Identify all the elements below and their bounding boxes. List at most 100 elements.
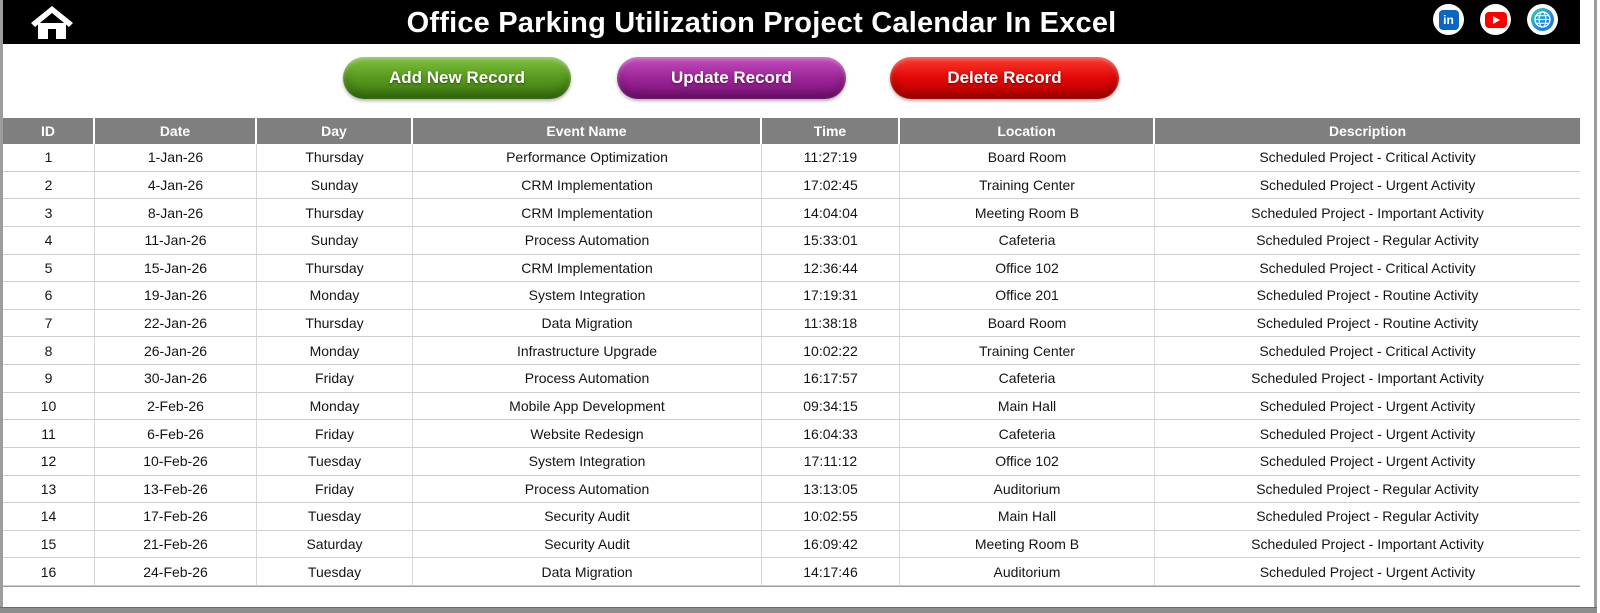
cell-location: Auditorium bbox=[900, 475, 1155, 503]
cell-day: Monday bbox=[257, 337, 413, 364]
cell-description: Scheduled Project - Critical Activity bbox=[1259, 149, 1476, 166]
add-new-record-button[interactable]: Add New Record bbox=[343, 57, 571, 99]
home-icon[interactable] bbox=[30, 5, 74, 40]
table-row[interactable]: 3 8-Jan-26 Thursday CRM Implementation 1… bbox=[3, 199, 1580, 227]
window-border-right bbox=[1594, 0, 1597, 608]
cell-event-name: CRM Implementation bbox=[413, 199, 762, 226]
window-border-left bbox=[0, 0, 3, 608]
cell-description: Scheduled Project - Urgent Activity bbox=[1259, 453, 1476, 470]
cell-id: 12 bbox=[3, 447, 95, 475]
cell-description: Scheduled Project - Urgent Activity bbox=[1259, 425, 1476, 442]
cell-time: 14:04:04 bbox=[762, 199, 900, 226]
cell-event-name: Data Migration bbox=[413, 309, 762, 337]
cell-event-name: Website Redesign bbox=[413, 420, 762, 447]
cell-location: Cafeteria bbox=[900, 226, 1155, 254]
cell-time: 10:02:55 bbox=[762, 503, 900, 530]
cell-time: 17:02:45 bbox=[762, 171, 900, 199]
table-row[interactable]: 1 1-Jan-26 Thursday Performance Optimiza… bbox=[3, 144, 1580, 172]
cell-location: Office 102 bbox=[900, 447, 1155, 475]
cell-event-name: Data Migration bbox=[413, 558, 762, 585]
cell-date: 17-Feb-26 bbox=[95, 503, 257, 530]
column-header-id: ID bbox=[3, 118, 95, 144]
cell-date: 1-Jan-26 bbox=[95, 144, 257, 171]
linkedin-in-glyph: in bbox=[1438, 9, 1459, 30]
cell-day: Tuesday bbox=[257, 447, 413, 475]
cell-description: Scheduled Project - Important Activity bbox=[1251, 536, 1484, 553]
cell-description: Scheduled Project - Regular Activity bbox=[1256, 480, 1479, 497]
cell-id: 5 bbox=[3, 254, 95, 282]
cell-location: Board Room bbox=[900, 144, 1155, 171]
cell-location: Office 102 bbox=[900, 254, 1155, 282]
cell-date: 22-Jan-26 bbox=[95, 309, 257, 337]
empty-spreadsheet-row[interactable] bbox=[3, 586, 1580, 607]
records-table: ID Date Day Event Name Time Location Des… bbox=[3, 118, 1580, 586]
globe-glyph bbox=[1531, 8, 1554, 31]
globe-icon[interactable] bbox=[1527, 4, 1558, 35]
cell-location: Training Center bbox=[900, 337, 1155, 364]
cell-date: 4-Jan-26 bbox=[95, 171, 257, 199]
cell-time: 14:17:46 bbox=[762, 558, 900, 585]
table-row[interactable]: 7 22-Jan-26 Thursday Data Migration 11:3… bbox=[3, 309, 1580, 338]
table-row[interactable]: 13 13-Feb-26 Friday Process Automation 1… bbox=[3, 475, 1580, 504]
table-row[interactable]: 11 6-Feb-26 Friday Website Redesign 16:0… bbox=[3, 420, 1580, 448]
cell-id: 2 bbox=[3, 171, 95, 199]
update-record-button[interactable]: Update Record bbox=[617, 57, 846, 99]
column-header-time: Time bbox=[762, 118, 900, 144]
cell-description: Scheduled Project - Routine Activity bbox=[1256, 315, 1479, 332]
cell-id: 16 bbox=[3, 558, 95, 585]
cell-day: Tuesday bbox=[257, 558, 413, 585]
table-body: 1 1-Jan-26 Thursday Performance Optimiza… bbox=[3, 144, 1580, 586]
cell-description: Scheduled Project - Urgent Activity bbox=[1259, 397, 1476, 414]
cell-description: Scheduled Project - Regular Activity bbox=[1256, 508, 1479, 525]
cell-id: 11 bbox=[3, 420, 95, 447]
table-header-row: ID Date Day Event Name Time Location Des… bbox=[3, 118, 1580, 144]
cell-location: Meeting Room B bbox=[900, 530, 1155, 558]
table-row[interactable]: 5 15-Jan-26 Thursday CRM Implementation … bbox=[3, 254, 1580, 283]
table-row[interactable]: 6 19-Jan-26 Monday System Integration 17… bbox=[3, 282, 1580, 310]
table-row[interactable]: 16 24-Feb-26 Tuesday Data Migration 14:1… bbox=[3, 558, 1580, 586]
cell-event-name: Process Automation bbox=[413, 475, 762, 503]
delete-record-button[interactable]: Delete Record bbox=[890, 57, 1119, 99]
title-bar: Office Parking Utilization Project Calen… bbox=[3, 0, 1580, 44]
cell-date: 2-Feb-26 bbox=[95, 392, 257, 420]
cell-date: 13-Feb-26 bbox=[95, 475, 257, 503]
table-row[interactable]: 4 11-Jan-26 Sunday Process Automation 15… bbox=[3, 226, 1580, 255]
table-row[interactable]: 12 10-Feb-26 Tuesday System Integration … bbox=[3, 447, 1580, 476]
cell-event-name: Process Automation bbox=[413, 365, 762, 392]
table-row[interactable]: 2 4-Jan-26 Sunday CRM Implementation 17:… bbox=[3, 171, 1580, 200]
cell-day: Friday bbox=[257, 365, 413, 392]
cell-description: Scheduled Project - Important Activity bbox=[1251, 204, 1484, 221]
cell-location: Cafeteria bbox=[900, 420, 1155, 447]
table-row[interactable]: 9 30-Jan-26 Friday Process Automation 16… bbox=[3, 365, 1580, 393]
cell-event-name: System Integration bbox=[413, 282, 762, 309]
cell-day: Monday bbox=[257, 392, 413, 420]
cell-id: 14 bbox=[3, 503, 95, 530]
cell-day: Thursday bbox=[257, 144, 413, 171]
cell-time: 16:04:33 bbox=[762, 420, 900, 447]
table-row[interactable]: 15 21-Feb-26 Saturday Security Audit 16:… bbox=[3, 530, 1580, 559]
cell-day: Sunday bbox=[257, 226, 413, 254]
cell-description: Scheduled Project - Critical Activity bbox=[1259, 259, 1476, 276]
cell-id: 9 bbox=[3, 365, 95, 392]
cell-time: 11:27:19 bbox=[762, 144, 900, 171]
cell-id: 1 bbox=[3, 144, 95, 171]
cell-id: 15 bbox=[3, 530, 95, 558]
cell-day: Thursday bbox=[257, 254, 413, 282]
youtube-icon[interactable] bbox=[1480, 4, 1511, 35]
cell-id: 13 bbox=[3, 475, 95, 503]
column-header-day: Day bbox=[257, 118, 413, 144]
column-header-event-name: Event Name bbox=[413, 118, 762, 144]
cell-description: Scheduled Project - Critical Activity bbox=[1259, 342, 1476, 359]
cell-date: 8-Jan-26 bbox=[95, 199, 257, 226]
table-row[interactable]: 8 26-Jan-26 Monday Infrastructure Upgrad… bbox=[3, 337, 1580, 365]
cell-day: Thursday bbox=[257, 309, 413, 337]
cell-location: Main Hall bbox=[900, 392, 1155, 420]
table-row[interactable]: 14 17-Feb-26 Tuesday Security Audit 10:0… bbox=[3, 503, 1580, 531]
cell-location: Office 201 bbox=[900, 282, 1155, 309]
table-row[interactable]: 10 2-Feb-26 Monday Mobile App Developmen… bbox=[3, 392, 1580, 421]
cell-day: Saturday bbox=[257, 530, 413, 558]
youtube-play-glyph bbox=[1484, 11, 1507, 28]
cell-event-name: System Integration bbox=[413, 447, 762, 475]
page-title: Office Parking Utilization Project Calen… bbox=[406, 7, 1117, 39]
linkedin-icon[interactable]: in bbox=[1433, 4, 1464, 35]
